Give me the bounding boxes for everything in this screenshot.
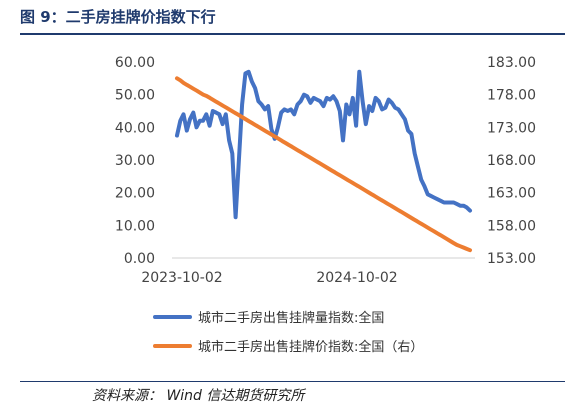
x-axis-ticks: 2023-10-02 2024-10-02 [141, 270, 397, 286]
series-lines [175, 69, 472, 253]
footer-rule [20, 381, 565, 382]
y-left-tick-label: 10.00 [115, 218, 155, 234]
x-tick-label: 2024-10-02 [316, 270, 397, 286]
figure-title: 图 9：二手房挂牌价指数下行 [20, 8, 216, 26]
legend-label-2: 城市二手房出售挂牌价指数:全国（右） [198, 339, 423, 355]
y-left-tick-label: 40.00 [115, 120, 155, 136]
series-line-1 [175, 69, 472, 220]
y-right-tick-label: 153.00 [487, 251, 536, 267]
x-tick-label: 2023-10-02 [141, 270, 222, 286]
y-right-tick-label: 178.00 [487, 88, 536, 104]
y-left-tick-label: 50.00 [115, 88, 155, 104]
title-rule [20, 33, 565, 35]
y-right-tick-label: 163.00 [487, 186, 536, 202]
y-left-axis: 0.00 10.00 20.00 30.00 40.00 50.00 60.00 [115, 55, 155, 267]
y-left-tick-label: 0.00 [124, 251, 155, 267]
y-left-tick-label: 30.00 [115, 153, 155, 169]
y-right-tick-label: 168.00 [487, 153, 536, 169]
y-right-tick-label: 158.00 [487, 218, 536, 234]
series-line-2 [175, 76, 472, 253]
y-left-tick-label: 20.00 [115, 186, 155, 202]
y-right-axis: 153.00 158.00 163.00 168.00 173.00 178.00 183.… [487, 55, 536, 267]
source-note: 资料来源： Wind 信达期货研究所 [92, 388, 305, 404]
line-chart: 0.00 10.00 20.00 30.00 40.00 50.00 60.00 153.0… [115, 55, 536, 355]
legend-label-1: 城市二手房出售挂牌量指数:全国 [198, 310, 384, 326]
y-right-tick-label: 183.00 [487, 55, 536, 71]
y-left-tick-label: 60.00 [115, 55, 155, 71]
y-right-tick-label: 173.00 [487, 120, 536, 136]
